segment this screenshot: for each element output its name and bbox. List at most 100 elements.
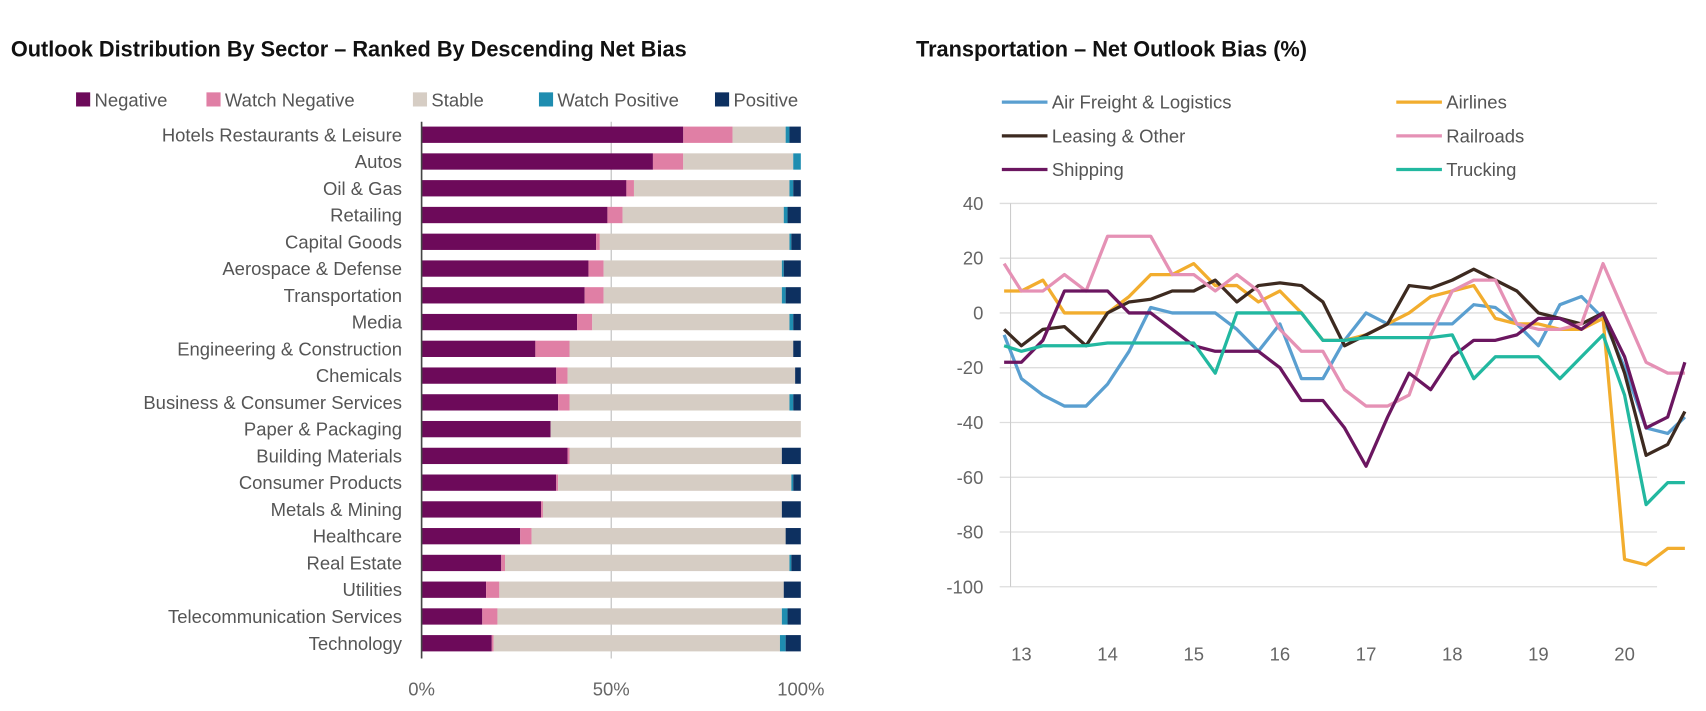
x-tick-label: 13	[1011, 644, 1032, 665]
bar-segment	[793, 340, 801, 357]
y-tick-label: -60	[957, 467, 984, 488]
bar-segment	[493, 635, 780, 652]
bar-segment	[781, 608, 788, 625]
bar-segment	[789, 313, 794, 331]
x-tick-label: 16	[1270, 644, 1291, 665]
bar-segment	[421, 635, 492, 652]
x-tick-label: 50%	[593, 678, 630, 699]
legend-label: Positive	[733, 89, 798, 110]
x-tick-label: 17	[1356, 644, 1377, 665]
bar-segment	[577, 313, 593, 331]
bar-segment	[486, 581, 500, 598]
series-line-railroads	[1002, 234, 1685, 408]
category-label: Media	[352, 312, 403, 333]
bar-segment	[789, 126, 801, 143]
category-label: Building Materials	[256, 445, 402, 466]
bar-segment	[588, 260, 604, 277]
bar-segment	[779, 635, 786, 652]
legend-label: Watch Negative	[225, 89, 355, 110]
bar-segment	[505, 554, 790, 572]
bar-segment	[793, 153, 801, 170]
bar-segment	[683, 153, 794, 170]
bar-segment	[791, 474, 794, 491]
bar-segment	[497, 608, 782, 625]
bar-segment	[787, 206, 801, 224]
legend-label: Airlines	[1446, 92, 1507, 113]
legend-swatch-watch-negative	[206, 92, 221, 107]
bar-segment	[421, 287, 585, 304]
bar-segment	[499, 581, 784, 598]
category-label: Technology	[309, 633, 403, 654]
bar-segment	[558, 474, 792, 491]
bar-segment	[584, 287, 604, 304]
bar-segment	[789, 180, 794, 197]
bar-segment	[421, 394, 559, 411]
legend-label: Negative	[95, 89, 168, 110]
x-tick-label: 15	[1183, 644, 1204, 665]
legend-label: Shipping	[1052, 159, 1124, 180]
bar-segment	[520, 528, 532, 545]
legend-label: Leasing & Other	[1052, 125, 1185, 146]
y-tick-label: -40	[957, 412, 984, 433]
category-label: Autos	[355, 151, 402, 172]
bar-segment	[607, 206, 623, 224]
series-line-airlines	[1004, 261, 1685, 567]
bar-segment	[501, 554, 506, 572]
bar-segment	[541, 501, 543, 518]
category-label: Capital Goods	[285, 231, 402, 252]
bar-segment	[732, 126, 786, 143]
bar-segment	[421, 340, 536, 357]
bar-segment	[603, 287, 782, 304]
bar-segment	[783, 581, 801, 598]
category-label: Aerospace & Defense	[222, 258, 402, 279]
bar-segment	[569, 394, 790, 411]
bar-segment	[622, 206, 784, 224]
category-label: Chemicals	[316, 365, 402, 386]
bar-segment	[793, 180, 801, 197]
category-label: Transportation	[284, 285, 402, 306]
category-label: Utilities	[343, 579, 403, 600]
legend-label: Stable	[431, 89, 483, 110]
bar-segment	[781, 447, 801, 465]
bar-segment	[683, 126, 733, 143]
bar-segment	[482, 608, 498, 625]
legend-label: Railroads	[1446, 125, 1524, 146]
bar-segment	[421, 313, 578, 331]
category-label: Oil & Gas	[323, 178, 402, 199]
y-tick-label: 20	[963, 248, 984, 269]
bar-segment	[569, 447, 782, 465]
bar-segment	[599, 233, 790, 250]
bar-chart-title: Outlook Distribution By Sector – Ranked …	[11, 37, 687, 62]
x-tick-label: 20	[1614, 644, 1635, 665]
bar-segment	[652, 153, 684, 170]
category-label: Metals & Mining	[271, 499, 402, 520]
bar-segment	[421, 153, 653, 170]
y-tick-label: -100	[946, 576, 983, 597]
legend-swatch-watch-positive	[538, 92, 554, 107]
bar-segment	[542, 501, 782, 518]
y-tick-label: -20	[957, 357, 984, 378]
bar-segment	[787, 608, 801, 625]
bar-segment	[781, 501, 801, 518]
bar-segment	[791, 233, 801, 250]
bar-segment	[567, 367, 796, 384]
series-line-trucking	[1003, 311, 1685, 507]
bar-segment	[795, 367, 801, 384]
legend-label: Air Freight & Logistics	[1052, 92, 1232, 113]
bar-segment	[789, 233, 792, 250]
bar-segment	[556, 474, 559, 491]
bar-segment	[633, 180, 790, 197]
x-tick-label: 19	[1528, 644, 1549, 665]
bar-segment	[421, 447, 568, 465]
bar-segment	[569, 340, 794, 357]
line-chart-title: Transportation – Net Outlook Bias (%)	[916, 37, 1307, 62]
legend-label: Trucking	[1446, 159, 1516, 180]
bar-segment	[785, 528, 801, 545]
category-label: Telecommunication Services	[168, 606, 402, 627]
bar-segment	[783, 260, 801, 277]
bar-segment	[421, 608, 483, 625]
bar-segment	[785, 635, 801, 652]
y-tick-label: 0	[973, 302, 983, 323]
